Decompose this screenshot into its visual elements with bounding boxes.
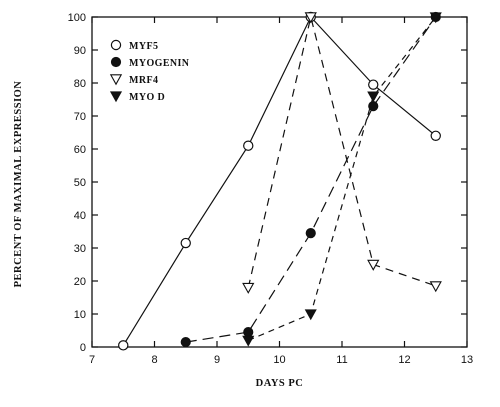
data-point-myod (304, 309, 317, 321)
data-point-myogenin (180, 336, 191, 348)
series-line-myogenin (185, 16, 437, 343)
y-tick-label: 30 (74, 243, 86, 255)
data-point-mrf4 (367, 259, 380, 271)
legend-label-mrf4: MRF4 (129, 75, 158, 86)
legend-marker-mrf4 (109, 74, 123, 86)
data-point-myf5 (243, 140, 254, 151)
legend-label-myf5: MYF5 (129, 41, 158, 52)
y-tick-label: 100 (68, 12, 86, 24)
y-tick-label: 0 (80, 342, 86, 354)
data-point-myogenin (305, 228, 316, 239)
data-points (118, 11, 442, 351)
legend-marker-myf5 (110, 39, 122, 51)
series-line-myod (248, 16, 437, 341)
y-tick-label: 60 (74, 144, 86, 156)
axis-ticks (91, 16, 468, 348)
x-tick-label: 11 (336, 354, 347, 366)
y-tick-label: 80 (74, 78, 86, 90)
y-tick-label: 40 (74, 210, 86, 222)
legend-label-myogenin: MYOGENIN (129, 58, 190, 69)
x-axis-title: DAYS PC (256, 378, 304, 389)
tick-labels: 7 8 9 10 11 12 13 0 10 20 30 40 50 60 70 80 90 100 (68, 12, 473, 366)
data-point-myod (367, 91, 380, 103)
data-point-myogenin (243, 327, 254, 338)
data-point-myf5 (118, 340, 129, 351)
legend: MYF5 MYOGENIN MRF4 MYO D (109, 39, 190, 103)
data-point-mrf4 (304, 12, 317, 24)
data-point-myogenin (368, 101, 379, 112)
data-point-mrf4 (242, 282, 255, 294)
data-point-myod (429, 12, 442, 24)
series-line-myf5 (122, 15, 437, 346)
series-lines (122, 15, 437, 346)
data-point-myf5 (430, 130, 441, 141)
data-point-myod (242, 335, 255, 347)
data-point-mrf4 (429, 281, 442, 293)
y-tick-label: 90 (74, 45, 86, 57)
y-tick-label: 70 (74, 111, 86, 123)
legend-marker-myogenin (110, 56, 122, 68)
x-tick-label: 10 (273, 354, 285, 366)
legend-marker-myod (109, 91, 123, 103)
y-tick-label: 20 (74, 276, 86, 288)
data-point-myf5 (368, 79, 379, 90)
x-tick-label: 13 (461, 354, 473, 366)
x-tick-label: 7 (89, 354, 95, 366)
x-tick-label: 12 (398, 354, 410, 366)
y-tick-label: 10 (74, 309, 86, 321)
y-axis-title: PERCENT OF MAXIMAL EXPRESSION (13, 81, 24, 288)
data-point-myf5 (180, 237, 191, 249)
legend-label-myod: MYO D (129, 92, 165, 103)
x-tick-label: 9 (214, 354, 220, 366)
series-line-mrf4 (247, 16, 436, 288)
x-tick-label: 8 (151, 354, 157, 366)
y-tick-label: 50 (74, 177, 86, 189)
